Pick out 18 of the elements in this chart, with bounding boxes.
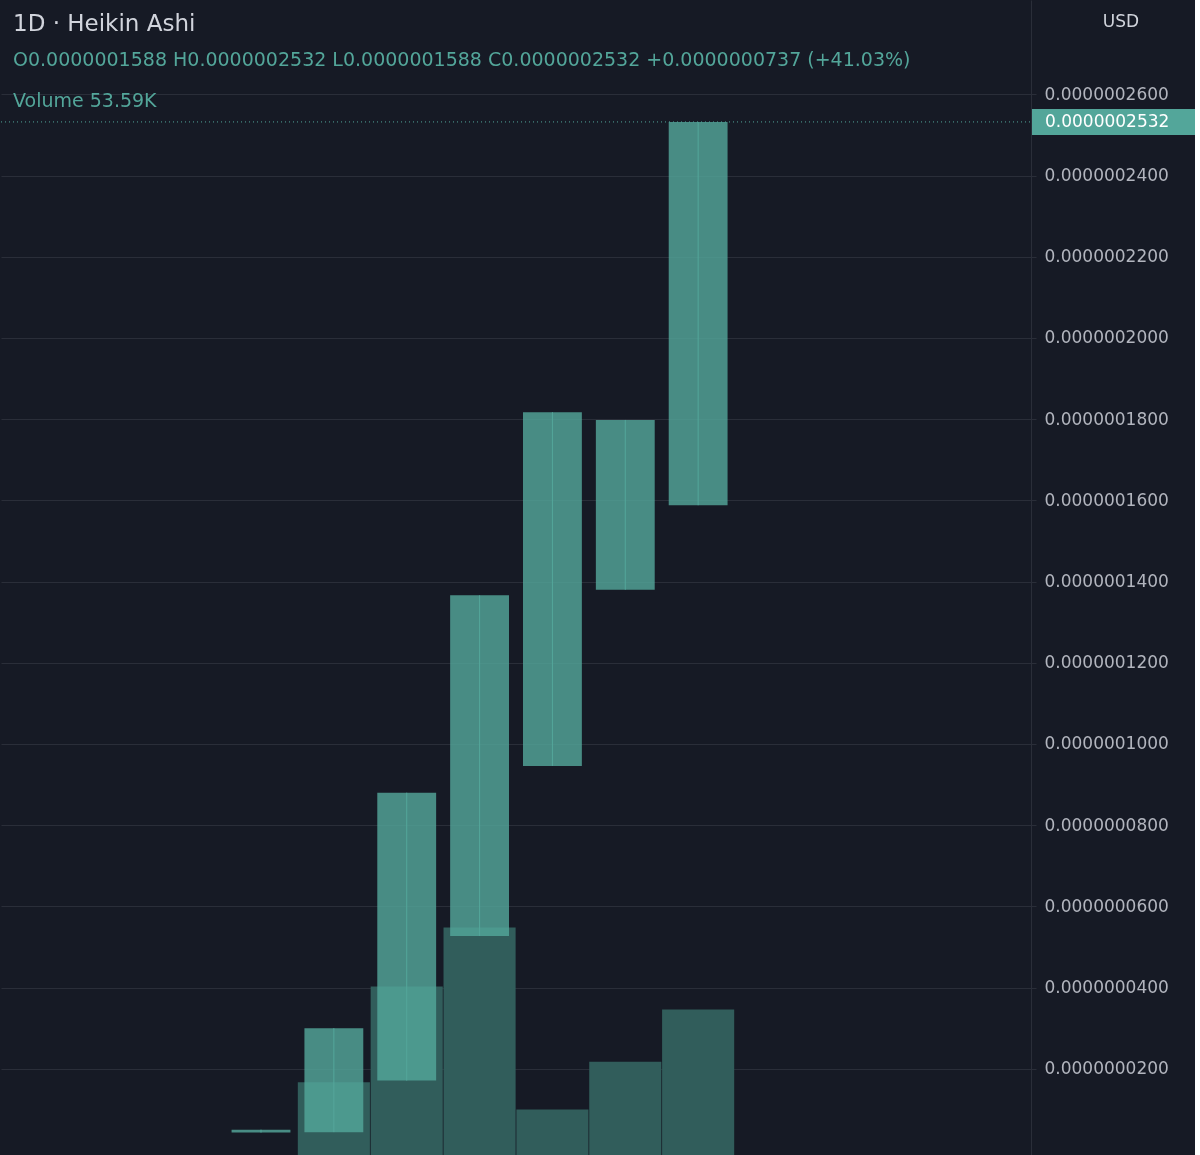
y-tick-label: 0.0000001200 [1044,652,1169,673]
annotation: O0.0000001588 H0.0000002532 L0.0000001588 C0.0000002532 +0.0000000737 (+41.03%) [13,48,911,70]
y-tick-label: 0.0000000800 [1044,814,1169,835]
y-tick-label: 0.0000002400 [1044,165,1169,186]
y-tick-label: 0.0000000600 [1044,895,1169,916]
y-tick-label: 0.0000001800 [1044,408,1169,429]
y-tick-label: 0.0000001600 [1044,489,1169,510]
y-tick-label: 0.0000001000 [1044,733,1169,754]
y-tick-label: 0.0000000400 [1044,977,1169,998]
y-tick-label: 0.0000002000 [1044,327,1169,348]
text: USD [1102,11,1140,31]
y-tick-label: 0.0000002600 [1044,83,1169,104]
ref-line-label: 0.0000002532 [1045,110,1170,131]
y-tick-label: 0.0000000200 [1044,1058,1169,1079]
y-tick-label: 0.0000001400 [1044,571,1169,592]
annotation: Volume 53.59K [13,89,158,111]
chart-title: 1D · Heikin Ashi [13,10,196,36]
y-tick-label: 0.0000002200 [1044,246,1169,267]
